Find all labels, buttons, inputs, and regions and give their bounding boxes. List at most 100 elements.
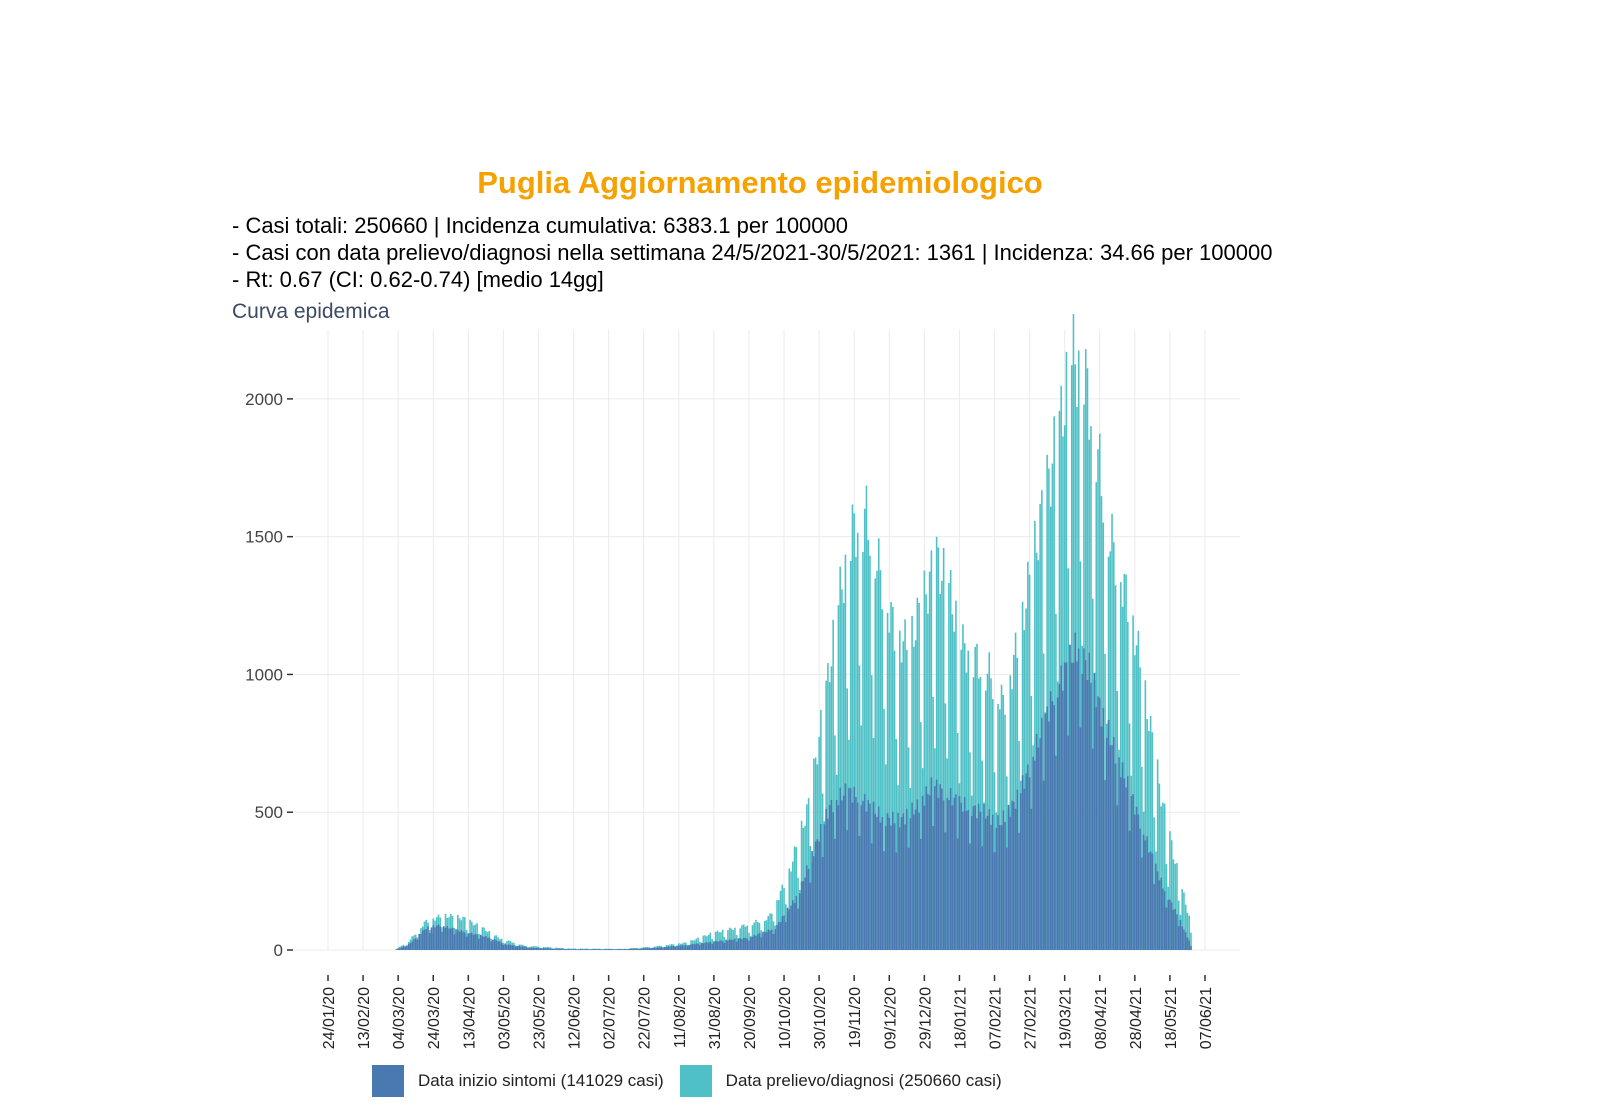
bar-sintomi [735, 941, 738, 950]
legend-label-diagnosi: Data prelievo/diagnosi (250660 casi) [725, 1071, 1002, 1090]
bar-sintomi [1018, 832, 1020, 950]
bar-sintomi [906, 808, 908, 950]
bar-sintomi [1169, 899, 1171, 950]
bar-diagnosi [707, 934, 710, 950]
bar-sintomi [877, 806, 880, 950]
bar-sintomi [934, 786, 936, 950]
bar-sintomi [927, 793, 929, 950]
bar-sintomi [542, 948, 545, 950]
bar-sintomi [539, 948, 542, 950]
bar-sintomi [884, 826, 887, 950]
bar-sintomi [669, 946, 671, 950]
bar-diagnosi [949, 569, 952, 950]
bar-diagnosi [841, 589, 843, 950]
bar-sintomi [606, 949, 608, 950]
bar-sintomi [576, 949, 578, 950]
bar-sintomi [564, 949, 566, 950]
bar-sintomi [944, 832, 947, 950]
bar-sintomi [688, 944, 691, 950]
bar-sintomi [416, 939, 419, 950]
bar-diagnosi [1134, 655, 1136, 950]
bar-sintomi [537, 947, 540, 950]
bar-sintomi [458, 931, 461, 950]
bar-sintomi [883, 851, 885, 950]
x-tick-label: 24/01/20 [321, 987, 338, 1049]
bar-diagnosi [1151, 732, 1154, 950]
bar-sintomi [918, 812, 920, 950]
bar-sintomi [411, 941, 413, 950]
bar-sintomi [935, 779, 938, 950]
x-tick-label: 13/02/20 [356, 987, 373, 1049]
bar-sintomi [720, 940, 722, 950]
bar-sintomi [1097, 696, 1099, 950]
x-tick-label: 24/03/20 [426, 987, 443, 1049]
bar-sintomi [497, 941, 499, 950]
bar-sintomi [637, 948, 640, 950]
bar-sintomi [849, 788, 852, 950]
bar-sintomi [774, 929, 777, 950]
bar-sintomi [548, 948, 550, 950]
bar-sintomi [590, 949, 592, 950]
bar-sintomi [641, 948, 643, 950]
bar-sintomi [899, 827, 901, 950]
bar-diagnosi [865, 485, 868, 950]
bar-sintomi [453, 934, 456, 950]
bar-sintomi [835, 799, 838, 950]
bar-sintomi [876, 816, 878, 950]
bar-sintomi [1011, 800, 1013, 950]
bar-sintomi [867, 800, 870, 950]
bar-diagnosi [920, 722, 922, 950]
bar-sintomi [1006, 847, 1008, 950]
y-tick-label: 1500 [245, 528, 283, 547]
bar-diagnosi [827, 663, 829, 950]
bar-sintomi [946, 797, 948, 950]
bar-diagnosi [893, 650, 896, 950]
bar-sintomi [455, 929, 457, 950]
bar-sintomi [1132, 794, 1134, 950]
bar-sintomi [1049, 691, 1052, 950]
bar-sintomi [420, 933, 422, 950]
bar-sintomi [1113, 736, 1115, 950]
bar-sintomi [1146, 836, 1148, 950]
bar-sintomi [1055, 755, 1057, 950]
bar-diagnosi [942, 547, 945, 950]
bar-sintomi [476, 934, 478, 950]
bar-sintomi [897, 812, 899, 950]
x-tick-label: 09/12/20 [882, 987, 899, 1049]
bar-sintomi [741, 939, 743, 950]
bar-sintomi [1179, 920, 1182, 950]
bar-diagnosi [730, 928, 733, 950]
bar-sintomi [758, 933, 761, 950]
bar-sintomi [1051, 701, 1054, 950]
bar-sintomi [653, 947, 656, 950]
bar-sintomi [1109, 745, 1112, 950]
bar-sintomi [1141, 857, 1143, 950]
bar-sintomi [1165, 907, 1168, 950]
bar-sintomi [1142, 834, 1145, 950]
bar-diagnosi [1188, 915, 1190, 950]
bar-diagnosi [951, 614, 954, 950]
bar-sintomi [762, 931, 764, 950]
bar-sintomi [685, 945, 687, 950]
bar-sintomi [488, 937, 491, 950]
bar-sintomi [942, 800, 945, 950]
series-sintomi [395, 632, 1192, 951]
bar-sintomi [569, 949, 571, 950]
bar-sintomi [404, 946, 406, 950]
x-tick-label: 12/06/20 [567, 987, 584, 1049]
bar-diagnosi [895, 739, 898, 950]
bar-sintomi [851, 802, 854, 950]
bar-sintomi [414, 938, 417, 950]
bar-diagnosi [888, 632, 891, 950]
bar-sintomi [660, 947, 663, 950]
bar-sintomi [1035, 733, 1038, 950]
bar-sintomi [678, 945, 680, 950]
bar-sintomi [486, 937, 489, 950]
bar-diagnosi [1165, 864, 1168, 950]
x-tick-label: 07/02/21 [988, 987, 1005, 1049]
bar-sintomi [837, 805, 840, 950]
bar-sintomi [397, 948, 399, 950]
bar-sintomi [495, 940, 498, 950]
bar-sintomi [984, 818, 987, 950]
